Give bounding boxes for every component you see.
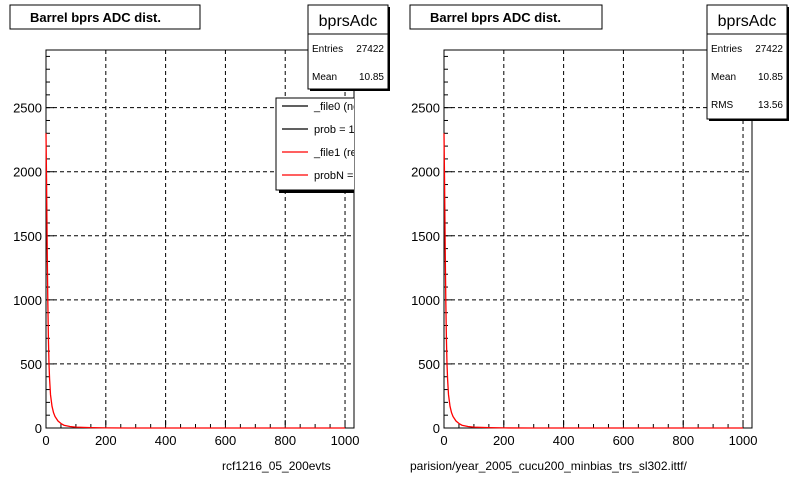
stats-box (706, 4, 788, 120)
x-tick-label: 0 (42, 433, 49, 448)
x-tick-label: 200 (95, 433, 117, 448)
stats-value: 10.85 (758, 72, 783, 83)
footer-label: parision/year_2005_cucu200_minbias_trs_s… (410, 459, 688, 473)
y-tick-label: 2000 (13, 165, 42, 180)
stats-key: RMS (711, 100, 734, 111)
histogram-panel-1: 0 200 400 600 800 1000 0 500 1000 1500 2000 2500 Bar… (9, 4, 402, 473)
x-tick-label: 800 (274, 433, 296, 448)
stats-value: 27422 (755, 44, 783, 55)
plot-frame (443, 49, 753, 429)
x-tick-label: 400 (553, 433, 575, 448)
x-tick-label: 1000 (729, 433, 758, 448)
series-line (45, 133, 345, 429)
x-tick-label: 600 (613, 433, 635, 448)
stats-box-name: bprsAdc (718, 13, 777, 30)
x-tick-label: 200 (493, 433, 515, 448)
x-tick-label: 1000 (331, 433, 360, 448)
y-tick-label: 2000 (411, 165, 440, 180)
stats-value: 10.85 (359, 72, 384, 83)
chart-title: Barrel bprs ADC dist. (430, 10, 561, 25)
y-tick-label: 500 (20, 357, 42, 372)
y-tick-label: 0 (433, 421, 440, 436)
x-tick-label: 0 (440, 433, 447, 448)
y-tick-label: 500 (418, 357, 440, 372)
series-line (443, 133, 743, 429)
stats-key: Mean (711, 72, 736, 83)
legend: _file0 (new) prob = 1.000000 _file1 (ref) p… (275, 97, 402, 193)
y-tick-label: 1500 (411, 229, 440, 244)
x-tick-label: 800 (672, 433, 694, 448)
legend-label: probN = 1.000000 (314, 170, 402, 182)
y-tick-label: 2500 (13, 101, 42, 116)
stats-value: 13.56 (758, 100, 783, 111)
y-tick-label: 0 (35, 421, 42, 436)
stats-box-name: bprsAdc (319, 13, 378, 30)
y-tick-label: 1500 (13, 229, 42, 244)
histogram-panel-2: 0 200 400 600 800 1000 0 500 1000 1500 2000 2500 Bar… (409, 4, 789, 473)
title-box (409, 4, 603, 30)
title-box (9, 4, 201, 30)
stats-key: Entries (711, 44, 742, 55)
legend-label: _file1 (ref) (313, 147, 364, 159)
stats-value: 27422 (356, 44, 384, 55)
chart-title: Barrel bprs ADC dist. (30, 10, 161, 25)
x-tick-label: 600 (215, 433, 237, 448)
legend-label: _file0 (new) (313, 101, 371, 113)
footer-label: rcf1216_05_200evts (222, 459, 331, 473)
stats-key: Entries (312, 44, 343, 55)
y-tick-label: 2500 (411, 101, 440, 116)
y-tick-label: 1000 (411, 293, 440, 308)
y-tick-label: 1000 (13, 293, 42, 308)
stats-key: Mean (312, 72, 337, 83)
x-tick-label: 400 (155, 433, 177, 448)
legend-label: prob = 1.000000 (314, 124, 394, 136)
stats-box (307, 4, 389, 90)
